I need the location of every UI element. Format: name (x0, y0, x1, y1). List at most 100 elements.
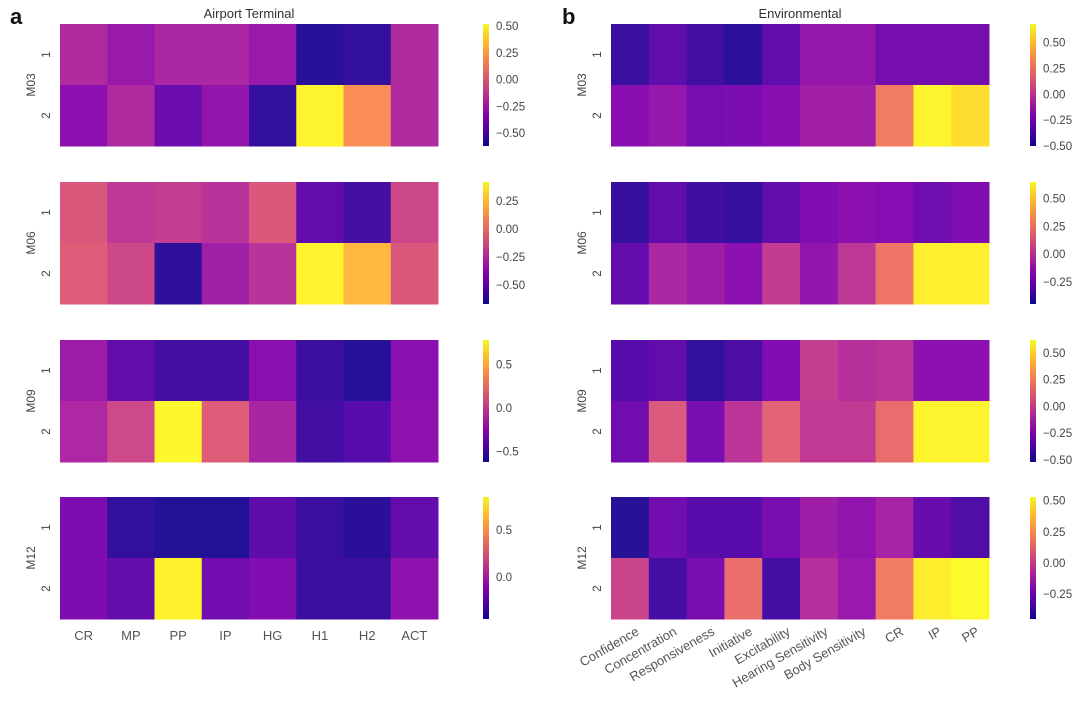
colorbar-tick-label: 0.25 (1043, 64, 1065, 76)
heatmap-cell (60, 182, 108, 244)
heatmap-cell (154, 558, 203, 620)
colorbar-tick-label: 0.00 (1043, 401, 1065, 413)
colorbar-tick-label: 0.00 (1043, 249, 1065, 261)
colorbar-tick-label: −0.50 (1043, 455, 1072, 467)
colorbar-tick-label: 0.25 (1043, 527, 1065, 539)
heatmap-cell (762, 182, 801, 244)
row-tick-label: 1 (592, 524, 604, 530)
colorbar-tick-label: 0.0 (496, 403, 512, 415)
panel-letter-a: a (10, 4, 23, 29)
heatmap-cell (343, 182, 392, 244)
heatmap-cell (611, 24, 650, 86)
heatmap-cell (201, 85, 250, 147)
heatmap-cell (296, 401, 344, 463)
heatmap-cell (913, 401, 952, 463)
heatmap-cell (107, 243, 155, 305)
colorbar-tick-label: −0.25 (496, 252, 525, 264)
heatmap-m12: 1 2 M12 0.5 0.0 (24, 497, 512, 620)
colorbar (483, 497, 489, 619)
heatmap-cell (648, 340, 688, 402)
heatmap-cell (800, 497, 839, 559)
heatmap-cell (390, 243, 439, 305)
heatmap-cell (913, 497, 952, 559)
heatmap-cell (913, 340, 952, 402)
x-tick-labels: CR MP PP IP HG H1 H2 ACT (74, 628, 427, 643)
heatmap-cell (107, 558, 155, 620)
heatmap-cell (249, 497, 297, 559)
heatmap-cell (154, 497, 203, 559)
heatmap-cell (762, 558, 801, 620)
heatmap-cell (951, 243, 990, 305)
heatmap-cell (107, 401, 155, 463)
colorbar-tick-label: −0.50 (496, 280, 525, 292)
heatmap-cell (343, 401, 392, 463)
heatmap-cell (648, 24, 688, 86)
heatmap-cell (249, 24, 297, 86)
heatmap-cell (343, 340, 392, 402)
x-tick-label: IP (926, 624, 944, 643)
heatmap-cell (800, 24, 839, 86)
x-tick-labels: ConfidenceConcentrationResponsivenessIni… (577, 623, 982, 690)
heatmap-cell (343, 24, 392, 86)
heatmap-cell (724, 24, 763, 86)
row-tick-label: 2 (592, 585, 604, 591)
heatmap-cell (249, 558, 297, 620)
x-tick-label: HG (263, 628, 283, 643)
heatmap-cell (648, 497, 688, 559)
heatmap-cell (724, 182, 763, 244)
heatmap-cell (201, 182, 250, 244)
colorbar-tick-label: 0.00 (1043, 558, 1065, 570)
heatmap-cell (951, 340, 990, 402)
heatmap-cell (60, 401, 108, 463)
group-label: M12 (24, 546, 38, 570)
heatmap-cell (201, 243, 250, 305)
heatmap-cell (390, 558, 439, 620)
heatmap-cell (249, 85, 297, 147)
heatmap-m09: 1 2 M09 0.5 0.0 −0.5 (24, 340, 519, 463)
heatmap-cell (762, 24, 801, 86)
heatmap-cell (390, 85, 439, 147)
colorbar-tick-label: 0.25 (496, 48, 518, 60)
heatmap-cell (611, 497, 650, 559)
row-tick-label: 2 (41, 112, 53, 118)
heatmap-cell (201, 24, 250, 86)
group-label: M09 (575, 389, 589, 413)
heatmap-cell (837, 85, 877, 147)
x-tick-label: H2 (359, 628, 376, 643)
row-tick-label: 2 (592, 112, 604, 118)
heatmap-cell (837, 340, 877, 402)
heatmap-cell (296, 497, 344, 559)
heatmap-cell (107, 497, 155, 559)
heatmap-cell (724, 401, 763, 463)
row-tick-label: 1 (592, 367, 604, 373)
panel-a-title: Airport Terminal (204, 6, 295, 21)
heatmap-cell (837, 558, 877, 620)
heatmap-cell (686, 558, 725, 620)
row-tick-label: 2 (41, 270, 53, 276)
colorbar (1030, 340, 1036, 462)
heatmap-cell (390, 24, 439, 86)
colorbar-tick-label: −0.25 (1043, 115, 1072, 127)
heatmap-cell (951, 558, 990, 620)
heatmap-m03: 1 2 M03 0.50 0.25 0.00 −0.25 −0.50 (575, 24, 1072, 153)
heatmap-cell (201, 497, 250, 559)
heatmap-cell (107, 24, 155, 86)
x-tick-label: MP (121, 628, 141, 643)
heatmap-cell (296, 182, 344, 244)
heatmap-cell (611, 243, 650, 305)
panel-letter-b: b (562, 4, 575, 29)
row-tick-label: 1 (41, 524, 53, 530)
group-label: M12 (575, 546, 589, 570)
heatmap-cell (800, 340, 839, 402)
heatmap-cell (913, 558, 952, 620)
colorbar-tick-label: −0.50 (1043, 141, 1072, 153)
colorbar-tick-label: −0.5 (496, 447, 519, 459)
x-tick-label: H1 (312, 628, 329, 643)
heatmap-cell (343, 497, 392, 559)
heatmap-cell (951, 497, 990, 559)
heatmap-cell (648, 182, 688, 244)
panel-b-title: Environmental (758, 6, 841, 21)
heatmap-cell (390, 401, 439, 463)
heatmap-cell (154, 340, 203, 402)
